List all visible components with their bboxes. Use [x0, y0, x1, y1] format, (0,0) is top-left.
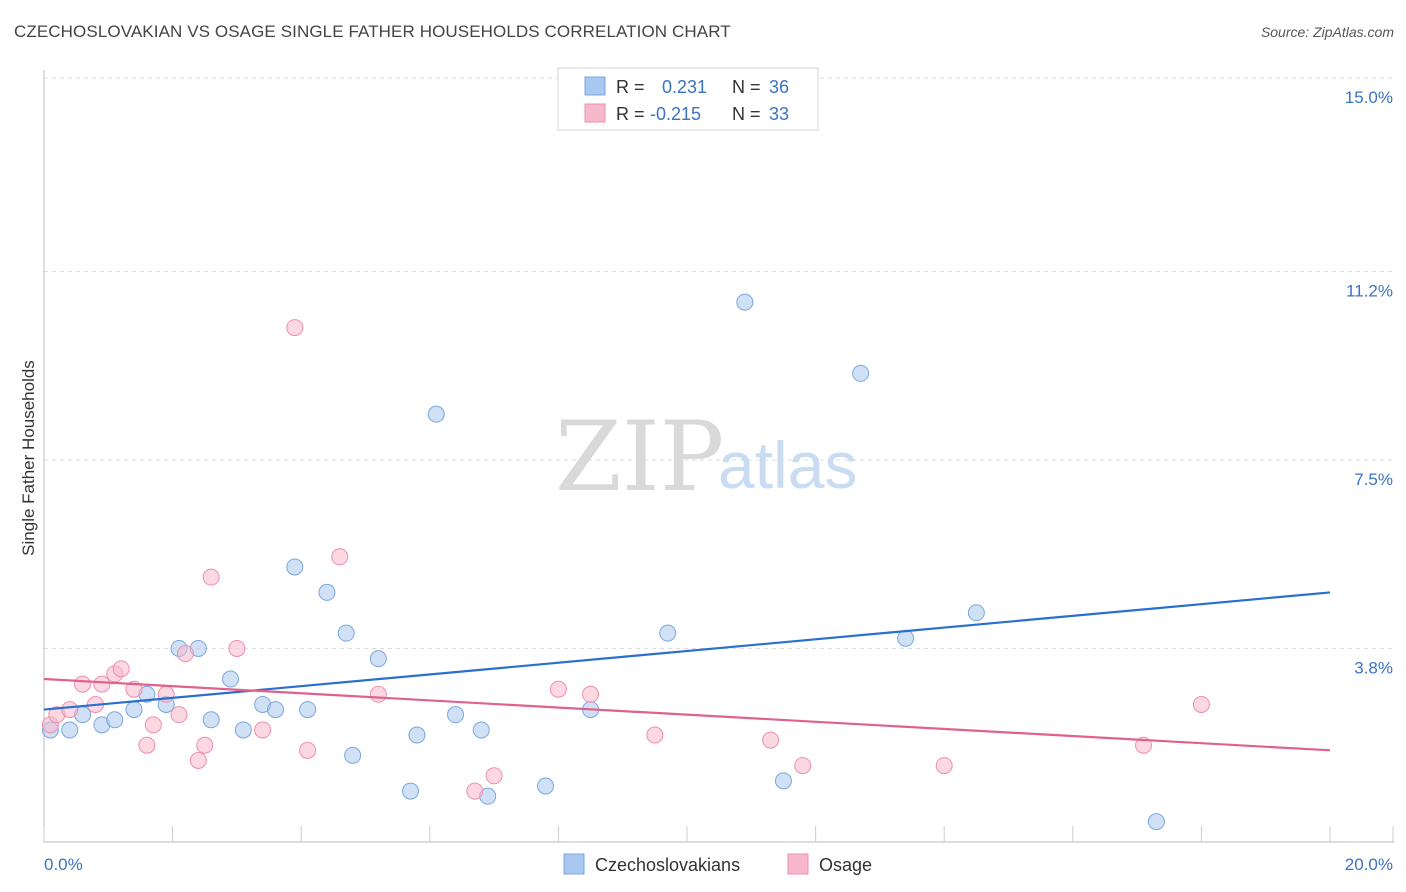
y-tick-label-3: 15.0% — [1345, 88, 1393, 107]
trend-line-osage — [43, 677, 1331, 752]
grid-lines — [44, 77, 1394, 649]
point-czechoslovakians-32 — [852, 364, 870, 382]
y-tick-label-0: 3.8% — [1354, 658, 1393, 677]
point-czechoslovakians-15 — [286, 558, 304, 576]
point-czechoslovakians-19 — [344, 746, 362, 764]
point-czechoslovakians-10 — [202, 711, 220, 729]
point-osage-16 — [202, 568, 220, 586]
legend-n-label-2: N = — [732, 104, 761, 124]
point-czechoslovakians-11 — [221, 670, 239, 688]
point-czechoslovakians-12 — [234, 721, 252, 739]
point-osage-29 — [794, 757, 812, 775]
point-czechoslovakians-14 — [266, 701, 284, 719]
point-osage-27 — [646, 726, 664, 744]
bottom-legend-label-czechoslovakians: Czechoslovakians — [595, 855, 740, 875]
point-czechoslovakians-30 — [736, 293, 754, 311]
y-tick-labels: 3.8% 7.5% 11.2% 15.0% — [1345, 88, 1393, 677]
source-label: Source: ZipAtlas.com — [1260, 24, 1394, 40]
point-osage-15 — [196, 736, 214, 754]
point-czechoslovakians-34 — [967, 604, 985, 622]
point-osage-32 — [1192, 695, 1210, 713]
data-points — [41, 293, 1210, 831]
y-axis-label: Single Father Households — [19, 360, 38, 556]
point-czechoslovakians-5 — [125, 701, 143, 719]
point-czechoslovakians-35 — [1147, 813, 1165, 831]
y-tick-label-2: 11.2% — [1346, 282, 1393, 301]
point-osage-14 — [189, 752, 207, 770]
bottom-legend-swatch-osage — [787, 853, 809, 875]
legend-r-value-1: 0.231 — [662, 77, 707, 97]
point-osage-9 — [138, 736, 156, 754]
watermark-zip: ZIP — [555, 401, 724, 513]
point-czechoslovakians-20 — [369, 650, 387, 668]
bottom-legend-swatch-czechoslovakians — [563, 853, 585, 875]
legend-n-value-2: 33 — [769, 104, 789, 124]
point-czechoslovakians-25 — [472, 721, 490, 739]
point-osage-17 — [228, 639, 246, 657]
point-osage-21 — [331, 548, 349, 566]
chart-title: CZECHOSLOVAKIAN VS OSAGE SINGLE FATHER H… — [14, 22, 731, 41]
point-czechoslovakians-18 — [337, 624, 355, 642]
point-osage-25 — [549, 680, 567, 698]
legend-r-label-2: R = — [616, 104, 645, 124]
point-czechoslovakians-1 — [61, 721, 79, 739]
point-osage-23 — [466, 782, 484, 800]
y-tick-label-1: 7.5% — [1354, 470, 1393, 489]
point-osage-13 — [176, 645, 194, 663]
point-czechoslovakians-24 — [447, 706, 465, 724]
point-osage-26 — [582, 685, 600, 703]
point-osage-18 — [254, 721, 272, 739]
bottom-legend-label-osage: Osage — [819, 855, 872, 875]
point-czechoslovakians-31 — [774, 772, 792, 790]
trend-lines — [43, 591, 1331, 752]
legend-r-value-2: -0.215 — [650, 104, 701, 124]
x-tick-label-min: 0.0% — [44, 855, 83, 874]
point-osage-28 — [762, 731, 780, 749]
x-tick-label-max: 20.0% — [1345, 855, 1393, 874]
legend-swatch-czechoslovakians — [584, 76, 606, 96]
point-osage-24 — [485, 767, 503, 785]
point-osage-5 — [93, 675, 111, 693]
point-czechoslovakians-22 — [408, 726, 426, 744]
point-osage-12 — [170, 706, 188, 724]
legend: R = 0.231 N = 36 R = -0.215 N = 33 — [557, 67, 819, 131]
point-osage-20 — [299, 741, 317, 759]
point-czechoslovakians-29 — [659, 624, 677, 642]
point-czechoslovakians-23 — [427, 405, 445, 423]
bottom-legend: Czechoslovakians Osage — [563, 853, 872, 875]
legend-swatch-osage — [584, 103, 606, 123]
point-osage-2 — [61, 701, 79, 719]
point-osage-7 — [112, 660, 130, 678]
point-osage-22 — [369, 685, 387, 703]
point-osage-30 — [935, 757, 953, 775]
watermark-atlas: atlas — [718, 428, 857, 502]
point-czechoslovakians-17 — [318, 583, 336, 601]
x-axis-ticks — [43, 826, 1394, 842]
point-czechoslovakians-21 — [402, 782, 420, 800]
point-czechoslovakians-4 — [106, 711, 124, 729]
point-osage-10 — [144, 716, 162, 734]
point-czechoslovakians-27 — [537, 777, 555, 795]
legend-r-label-1: R = — [616, 77, 645, 97]
point-czechoslovakians-16 — [299, 701, 317, 719]
legend-n-value-1: 36 — [769, 77, 789, 97]
point-osage-3 — [74, 675, 92, 693]
legend-n-label-1: N = — [732, 77, 761, 97]
point-osage-19 — [286, 319, 304, 337]
